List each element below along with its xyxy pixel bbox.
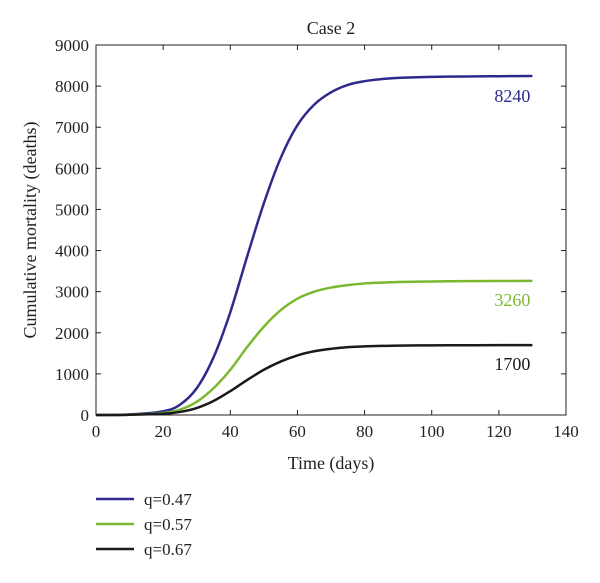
x-tick-label: 140 <box>553 422 579 441</box>
x-tick-label: 60 <box>289 422 306 441</box>
series-line-3 <box>95 343 533 417</box>
y-axis: 0 1000 2000 3000 4000 5000 6000 7000 8000 9000 <box>55 36 566 425</box>
y-tick-label: 4000 <box>55 242 89 261</box>
legend-label: q=0.57 <box>144 515 192 534</box>
x-tick-label: 80 <box>356 422 373 441</box>
series-lines <box>95 74 533 417</box>
x-tick-label: 40 <box>222 422 239 441</box>
y-tick-label: 5000 <box>55 200 89 219</box>
end-value-label: 1700 <box>494 354 530 374</box>
x-axis: 0 20 40 60 80 100 120 140 <box>92 45 579 441</box>
x-tick-label: 100 <box>419 422 445 441</box>
x-tick-label: 0 <box>92 422 101 441</box>
y-tick-label: 8000 <box>55 77 89 96</box>
plot-area <box>95 44 567 416</box>
x-axis-title: Time (days) <box>288 453 375 474</box>
plot-frame <box>95 44 567 416</box>
end-value-label: 3260 <box>494 290 530 310</box>
legend: q=0.47 q=0.57 q=0.67 <box>96 490 192 559</box>
x-tick-label: 20 <box>155 422 172 441</box>
y-tick-label: 3000 <box>55 283 89 302</box>
x-tick-label: 120 <box>486 422 512 441</box>
y-tick-label: 6000 <box>55 159 89 178</box>
chart-title: Case 2 <box>307 18 356 38</box>
legend-label: q=0.67 <box>144 540 192 559</box>
y-axis-title: Cumulative mortality (deaths) <box>20 122 41 339</box>
series-line-2 <box>95 279 533 417</box>
y-tick-label: 9000 <box>55 36 89 55</box>
y-tick-label: 1000 <box>55 365 89 384</box>
series-line-1 <box>95 74 533 417</box>
y-tick-label: 2000 <box>55 324 89 343</box>
y-tick-label: 7000 <box>55 118 89 137</box>
end-labels: 8240 3260 1700 <box>494 86 530 374</box>
legend-label: q=0.47 <box>144 490 192 509</box>
end-value-label: 8240 <box>494 86 530 106</box>
y-tick-label: 0 <box>81 406 90 425</box>
